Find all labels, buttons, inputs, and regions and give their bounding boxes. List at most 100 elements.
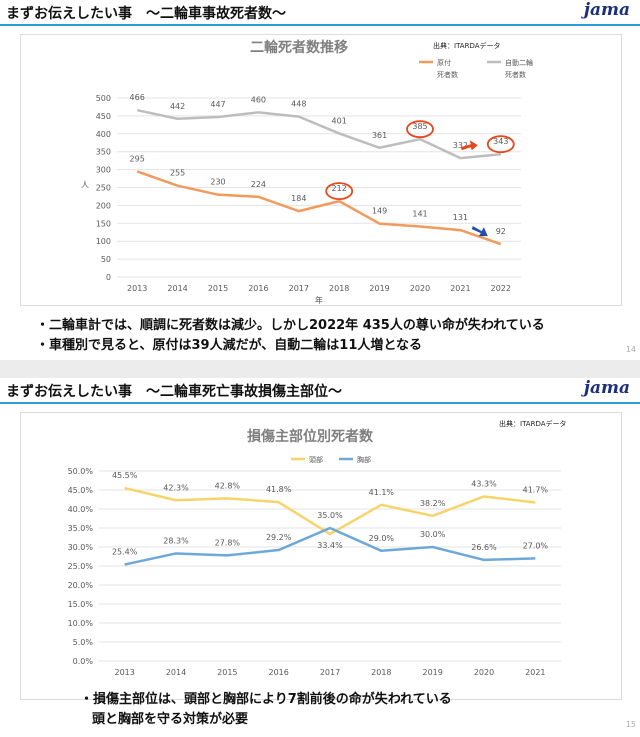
x-tick-label: 2018 [371,668,391,677]
data-label: 41.8% [266,485,292,494]
data-label: 141 [412,210,427,219]
decrease-arrow-icon [471,226,488,237]
y-tick-label: 450 [96,112,111,121]
fatalities-line-chart: 二輪死者数推移 0 50 100 150 200 250 300 350 400 450 500 201… [81,39,533,305]
data-label: 42.8% [215,481,241,490]
y-tick-label: 50 [101,255,111,264]
highlight-circle [325,182,354,201]
data-label: 30.0% [420,530,446,539]
data-label: 149 [372,207,387,216]
x-tick-label: 2014 [167,284,187,293]
data-label: 35.0% [317,511,343,520]
legend-label: 自動二輪 [505,58,533,67]
data-label: 442 [170,102,185,111]
x-tick-label: 2016 [268,668,288,677]
x-tick-label: 2018 [329,284,349,293]
x-tick-label: 2017 [320,668,340,677]
y-tick-label: 0.0% [73,657,94,666]
data-label: 25.4% [112,547,138,556]
legend-label: 胸部 [357,455,371,464]
increase-arrow-icon [460,140,478,151]
x-tick-label: 2019 [369,284,389,293]
data-label: 224 [251,180,266,189]
data-label: 41.7% [523,486,549,495]
series-line-1 [136,170,502,246]
x-tick-label: 2016 [248,284,268,293]
x-tick-label: 2013 [127,284,147,293]
y-tick-label: 15.0% [68,600,94,609]
highlight-circle [406,120,434,139]
data-label: 29.2% [266,533,292,542]
bullet-2: ・車種別で見ると、原付は39人減だが、自動二輪は11人増となる [36,338,423,353]
data-label: 385 [412,122,427,131]
data-label: 28.3% [163,536,189,545]
y-tick-label: 10.0% [68,619,94,628]
data-label: 212 [332,184,347,193]
y-tick-label: 150 [96,219,111,228]
data-label: 184 [291,194,306,203]
data-label: 230 [210,178,225,187]
header-rule [0,24,640,26]
legend-label: 原付 [437,58,451,67]
y-tick-label: 0 [106,273,111,282]
y-tick-label: 40.0% [68,505,94,514]
y-tick-label: 200 [96,201,111,210]
slide-title: まずお伝えしたい事 ～二輪車事故死者数～ [6,6,286,22]
x-tick-label: 2022 [491,284,511,293]
y-tick-label: 250 [96,184,111,193]
legend-label: 死者数 [437,70,458,79]
bullet-2: 頭と胸部を守る対策が必要 [92,712,249,727]
data-label: 41.1% [369,488,395,497]
page-number: 15 [625,720,636,729]
y-tick-label: 350 [96,148,111,157]
data-label: 33.4% [317,541,343,550]
y-tick-label: 25.0% [68,562,94,571]
x-tick-label: 2015 [208,284,228,293]
y-tick-label: 100 [96,237,111,246]
data-label: 29.0% [369,534,395,543]
highlight-circle [486,135,515,154]
bullet-1: ・二輪車計では、順調に死者数は減少。しかし2022年 435人の尊い命が失われて… [36,318,545,333]
legend-label: 死者数 [505,70,526,79]
x-tick-label: 2014 [166,668,186,677]
data-label: 43.3% [471,479,497,488]
slide-15: まずお伝えしたい事 ～二輪車死亡事故損傷主部位～ jama 出典：ITARDAデ… [0,378,640,737]
series-line-2 [136,108,501,160]
data-label: 447 [210,100,225,109]
x-axis-label: 年 [315,295,323,305]
x-tick-label: 2020 [474,668,494,677]
chart-panel: 出典：ITARDAデータ 二輪死者数推移 0 50 100 150 200 250 300 35… [20,34,622,306]
slide-gap [0,360,640,378]
chart-title: 損傷主部位別死者数 [247,428,374,445]
data-label: 343 [493,137,508,146]
data-label: 460 [251,95,266,104]
data-label: 401 [332,116,347,125]
data-label: 92 [496,227,506,236]
y-tick-label: 300 [96,166,111,175]
x-tick-label: 2013 [114,668,134,677]
y-tick-label: 35.0% [68,524,94,533]
bullet-1: ・損傷主部位は、頭部と胸部により7割前後の命が失われている [80,692,452,707]
jama-logo: jama [583,0,630,20]
data-label: 332 [453,141,468,150]
jama-logo: jama [583,378,630,398]
y-tick-label: 400 [96,130,111,139]
source-note: 出典：ITARDAデータ [499,420,567,428]
series-line-2 [124,526,536,566]
data-label: 255 [170,169,185,178]
data-label: 448 [291,100,306,109]
x-tick-label: 2019 [422,668,442,677]
data-label: 45.5% [112,471,138,480]
source-note: 出典：ITARDAデータ [433,42,501,50]
chart-panel: 出典：ITARDAデータ 損傷主部位別死者数 0.0% 5.0% 10.0% 15.0%… [20,412,622,700]
header-rule [0,402,640,404]
data-label: 295 [130,154,145,163]
x-tick-label: 2021 [525,668,545,677]
data-label: 42.3% [163,483,189,492]
page-number: 14 [625,345,636,354]
data-label: 361 [372,131,387,140]
x-tick-label: 2021 [450,284,470,293]
data-label: 27.8% [215,538,241,547]
x-tick-label: 2017 [289,284,309,293]
data-label: 131 [453,213,468,222]
